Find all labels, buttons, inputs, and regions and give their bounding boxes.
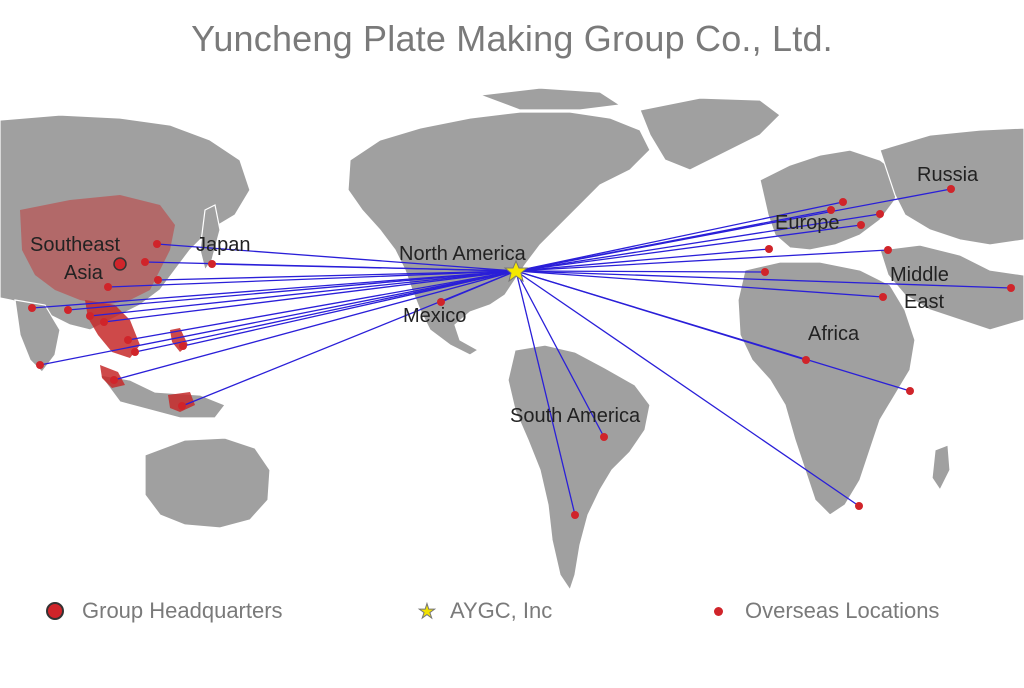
overseas-location-dot — [857, 221, 865, 229]
overseas-location-dot — [761, 268, 769, 276]
overseas-location-dot — [208, 260, 216, 268]
overseas-location-dot — [154, 276, 162, 284]
route-line — [515, 270, 766, 273]
route-line — [515, 270, 605, 438]
overseas-location-dot — [884, 246, 892, 254]
overseas-location-dot — [802, 356, 810, 364]
overseas-location-dot — [947, 185, 955, 193]
label-japan: Japan — [196, 234, 251, 256]
route-line — [515, 270, 911, 392]
overseas-location-dot — [600, 433, 608, 441]
label-southeast: Southeast — [30, 234, 121, 256]
overseas-location-dot — [571, 511, 579, 519]
south-america-landmass — [507, 344, 651, 592]
route-line — [134, 270, 517, 353]
australia-landmass — [144, 437, 271, 529]
route-line — [182, 270, 517, 347]
overseas-location-dot — [179, 342, 187, 350]
overseas-dots — [28, 185, 1015, 519]
route-line — [157, 270, 517, 281]
overseas-location-dot — [141, 258, 149, 266]
label-south-america: South America — [510, 405, 641, 427]
overseas-location-dot — [855, 502, 863, 510]
arctic-islands-landmass — [479, 87, 622, 111]
middle-east-landmass — [879, 244, 1024, 331]
aygc-star-marker — [503, 259, 529, 283]
label-north-america: North America — [399, 243, 527, 265]
overseas-location-dot — [879, 293, 887, 301]
route-line — [156, 243, 517, 272]
route-line — [127, 270, 517, 341]
route-line — [515, 209, 832, 272]
label-europe: Europe — [775, 212, 840, 234]
label-east: East — [904, 291, 944, 313]
headquarters-marker — [113, 257, 127, 271]
overseas-location-dot — [876, 210, 884, 218]
overseas-location-dot — [839, 198, 847, 206]
label-middle: Middle — [890, 264, 949, 286]
label-mexico: Mexico — [403, 305, 466, 327]
route-line — [39, 270, 517, 366]
overseas-location-dot — [124, 336, 132, 344]
overseas-location-dot — [906, 387, 914, 395]
route-line — [440, 270, 517, 303]
label-asia: Asia — [64, 262, 104, 284]
route-line — [67, 270, 517, 311]
route-line — [515, 213, 881, 272]
headquarters-legend-icon — [46, 602, 64, 620]
route-line — [515, 270, 860, 507]
legend-headquarters: Group Headquarters — [46, 597, 283, 625]
overseas-location-dot — [827, 206, 835, 214]
north-america-landmass — [347, 111, 651, 356]
route-line — [515, 270, 1012, 289]
overseas-legend-icon — [714, 606, 723, 616]
legend-aygc: ★ AYGC, Inc — [418, 597, 553, 625]
overseas-location-dot — [1007, 284, 1015, 292]
overseas-location-dot — [64, 306, 72, 314]
legend-aygc-label: AYGC, Inc — [449, 598, 553, 623]
overseas-location-dot — [100, 318, 108, 326]
china-highlight — [20, 195, 175, 305]
legend-headquarters-label: Group Headquarters — [82, 598, 283, 623]
africa-landmass — [737, 261, 916, 516]
star-icon: ★ — [418, 600, 437, 623]
world-map: Southeast Asia Japan North America Mexic… — [0, 87, 1024, 592]
overseas-location-dot — [36, 361, 44, 369]
page-title: Yuncheng Plate Making Group Co., Ltd. — [191, 18, 833, 59]
route-line — [515, 270, 576, 516]
route-line — [144, 261, 517, 272]
overseas-location-dot — [131, 348, 139, 356]
overseas-location-dot — [765, 245, 773, 253]
overseas-location-dot — [437, 298, 445, 306]
route-line — [515, 270, 884, 298]
greenland-landmass — [639, 97, 781, 171]
route-line — [515, 224, 862, 272]
overseas-location-dot — [104, 283, 112, 291]
route-line — [107, 270, 517, 288]
overseas-location-dot — [110, 376, 118, 384]
overseas-location-dot — [86, 312, 94, 320]
europe-landmass — [759, 149, 901, 251]
route-line — [515, 248, 770, 272]
overseas-location-dot — [178, 402, 186, 410]
region-labels: Southeast Asia Japan North America Mexic… — [30, 164, 979, 427]
legend-overseas: Overseas Locations — [714, 597, 939, 625]
label-russia: Russia — [917, 164, 979, 186]
route-line — [515, 249, 889, 272]
papua-highlight — [168, 392, 195, 412]
route-line — [113, 270, 517, 381]
route-line — [31, 270, 517, 309]
legend-overseas-label: Overseas Locations — [745, 598, 940, 623]
label-africa: Africa — [808, 323, 860, 345]
route-line — [89, 270, 517, 317]
route-line — [515, 201, 844, 272]
route-line — [103, 270, 517, 323]
madagascar-landmass — [931, 444, 951, 492]
overseas-location-dot — [153, 240, 161, 248]
indonesia-landmass — [98, 374, 226, 419]
overseas-location-dot — [28, 304, 36, 312]
route-lines — [31, 188, 1012, 516]
land-masses — [0, 87, 1024, 592]
